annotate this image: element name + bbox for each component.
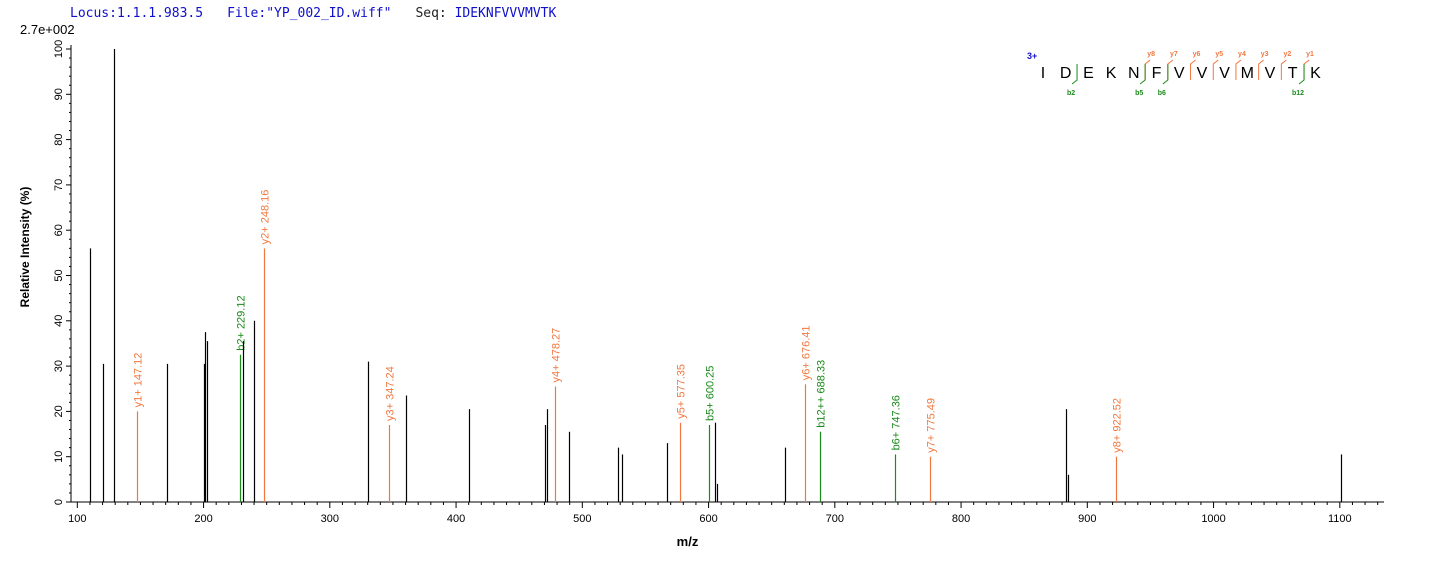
y-ion-bracket [1303, 59, 1310, 80]
y-ion-label: y3 [1261, 51, 1269, 58]
b-ion-label: b12 [1292, 90, 1304, 97]
peak-label: y8+ 922.52 [1112, 398, 1124, 453]
chart-axes: 0 10 20 30 40 50 60 70 80 90 100 100 200 300 400 500 600… [18, 40, 1384, 549]
seq-value: IDEKNFVVVMVTK [454, 6, 557, 21]
y-tick-label: 40 [53, 315, 65, 327]
residue-letter: V [1174, 65, 1185, 82]
b-ion-bracket [1162, 64, 1169, 85]
y-tick-label: 90 [53, 88, 65, 100]
residue-letter: K [1106, 65, 1117, 82]
b-ion-bracket [1071, 64, 1078, 85]
b-ion-label: b5 [1135, 90, 1143, 97]
y-tick-label: 60 [53, 224, 65, 236]
residue-letter: N [1128, 65, 1140, 82]
residue-letter: V [1265, 65, 1276, 82]
y-tick-label: 50 [53, 269, 65, 281]
max-intensity-label: 2.7e+002 [20, 22, 75, 37]
y-tick-label: 80 [53, 133, 65, 145]
x-tick-label: 200 [194, 513, 212, 525]
peak-label: b5+ 600.25 [705, 366, 717, 421]
residue-letter: V [1219, 65, 1230, 82]
y-ion-label: y6 [1193, 51, 1201, 58]
b-ion-label: b6 [1158, 90, 1166, 97]
seq-label: Seq: [415, 6, 447, 21]
b-ion-bracket [1298, 64, 1305, 85]
y-ion-bracket [1235, 59, 1242, 80]
y-tick-label: 100 [53, 40, 65, 58]
y-ion-label: y7 [1170, 51, 1178, 58]
y-ion-bracket [1190, 59, 1196, 80]
charge-state-label: 3+ [1027, 51, 1037, 61]
y-ion-label: y5 [1215, 51, 1223, 58]
peak-label: y5+ 577.35 [676, 364, 688, 419]
y-ion-bracket [1280, 59, 1287, 80]
x-tick-label: 1100 [1328, 513, 1352, 525]
peak-label: y6+ 676.41 [801, 325, 813, 380]
y-ion-label: y2 [1283, 51, 1291, 58]
y-axis-label: Relative Intensity (%) [18, 187, 32, 308]
residue-letter: M [1241, 65, 1254, 82]
residue-letter: K [1310, 65, 1321, 82]
y-tick-label: 30 [53, 360, 65, 372]
peaks-layer: y1+ 147.12 b2+ 229.12 y2+ 248.16 y3+ 347.24… [89, 49, 1343, 502]
residue-letter: I [1041, 65, 1045, 82]
x-tick-label: 800 [952, 513, 970, 525]
x-tick-label: 400 [447, 513, 465, 525]
spectrum-header: Locus:1.1.1.983.5 File:"YP_002_ID.wiff" Se… [70, 6, 580, 21]
y-tick-label: 10 [53, 451, 65, 463]
locus-text: Locus:1.1.1.983.5 [70, 6, 204, 21]
peak-label: b6+ 747.36 [891, 395, 903, 450]
x-tick-label: 700 [826, 513, 844, 525]
y-ion-label: y8 [1147, 51, 1155, 58]
b-ion-label: b2 [1067, 90, 1075, 97]
y-ion-bracket [1144, 59, 1151, 80]
x-tick-label: 900 [1078, 513, 1096, 525]
peak-label: y2+ 248.16 [260, 190, 272, 245]
peak-label: y7+ 775.49 [926, 398, 938, 453]
residue-letter: E [1083, 65, 1094, 82]
x-tick-label: 1000 [1201, 513, 1225, 525]
y-ion-bracket [1258, 59, 1264, 80]
y-ion-label: y1 [1306, 51, 1314, 58]
peak-label: b12++ 688.33 [816, 360, 828, 428]
x-axis-label: m/z [677, 534, 699, 549]
y-tick-label: 70 [53, 179, 65, 191]
y-ion-label: y4 [1238, 51, 1246, 58]
residue-letter: T [1288, 65, 1298, 82]
y-ion-bracket [1167, 59, 1174, 80]
x-tick-label: 500 [573, 513, 591, 525]
b-ion-bracket [1139, 64, 1146, 85]
peak-label: y3+ 347.24 [385, 366, 397, 421]
x-tick-label: 100 [68, 513, 86, 525]
residue-letter: D [1060, 65, 1072, 82]
x-tick-label: 300 [321, 513, 339, 525]
peak-label: b2+ 229.12 [236, 295, 248, 350]
peak-label: y4+ 478.27 [551, 328, 563, 383]
y-tick-label: 0 [53, 499, 65, 505]
residue-letter: V [1197, 65, 1208, 82]
x-tick-label: 600 [699, 513, 717, 525]
y-ion-bracket [1212, 59, 1219, 80]
file-text: File:"YP_002_ID.wiff" [227, 6, 392, 21]
y-tick-label: 20 [53, 405, 65, 417]
peak-label: y1+ 147.12 [133, 353, 145, 408]
residue-letter: F [1152, 65, 1162, 82]
